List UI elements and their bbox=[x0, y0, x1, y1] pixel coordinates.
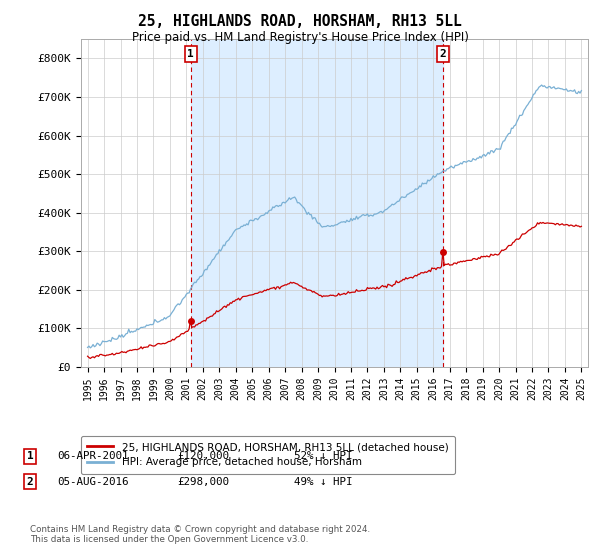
Text: 1: 1 bbox=[187, 49, 194, 59]
Text: 06-APR-2001: 06-APR-2001 bbox=[57, 451, 128, 461]
Legend: 25, HIGHLANDS ROAD, HORSHAM, RH13 5LL (detached house), HPI: Average price, deta: 25, HIGHLANDS ROAD, HORSHAM, RH13 5LL (d… bbox=[81, 436, 455, 474]
Bar bbox=[191, 39, 443, 367]
Text: £120,000: £120,000 bbox=[177, 451, 229, 461]
Text: 2: 2 bbox=[26, 477, 34, 487]
Text: Price paid vs. HM Land Registry's House Price Index (HPI): Price paid vs. HM Land Registry's House … bbox=[131, 31, 469, 44]
Text: 2: 2 bbox=[440, 49, 446, 59]
Text: 49% ↓ HPI: 49% ↓ HPI bbox=[294, 477, 353, 487]
Text: 25, HIGHLANDS ROAD, HORSHAM, RH13 5LL: 25, HIGHLANDS ROAD, HORSHAM, RH13 5LL bbox=[138, 14, 462, 29]
Text: Contains HM Land Registry data © Crown copyright and database right 2024.
This d: Contains HM Land Registry data © Crown c… bbox=[30, 525, 370, 544]
Text: 52% ↓ HPI: 52% ↓ HPI bbox=[294, 451, 353, 461]
Text: 05-AUG-2016: 05-AUG-2016 bbox=[57, 477, 128, 487]
Text: £298,000: £298,000 bbox=[177, 477, 229, 487]
Text: 1: 1 bbox=[26, 451, 34, 461]
